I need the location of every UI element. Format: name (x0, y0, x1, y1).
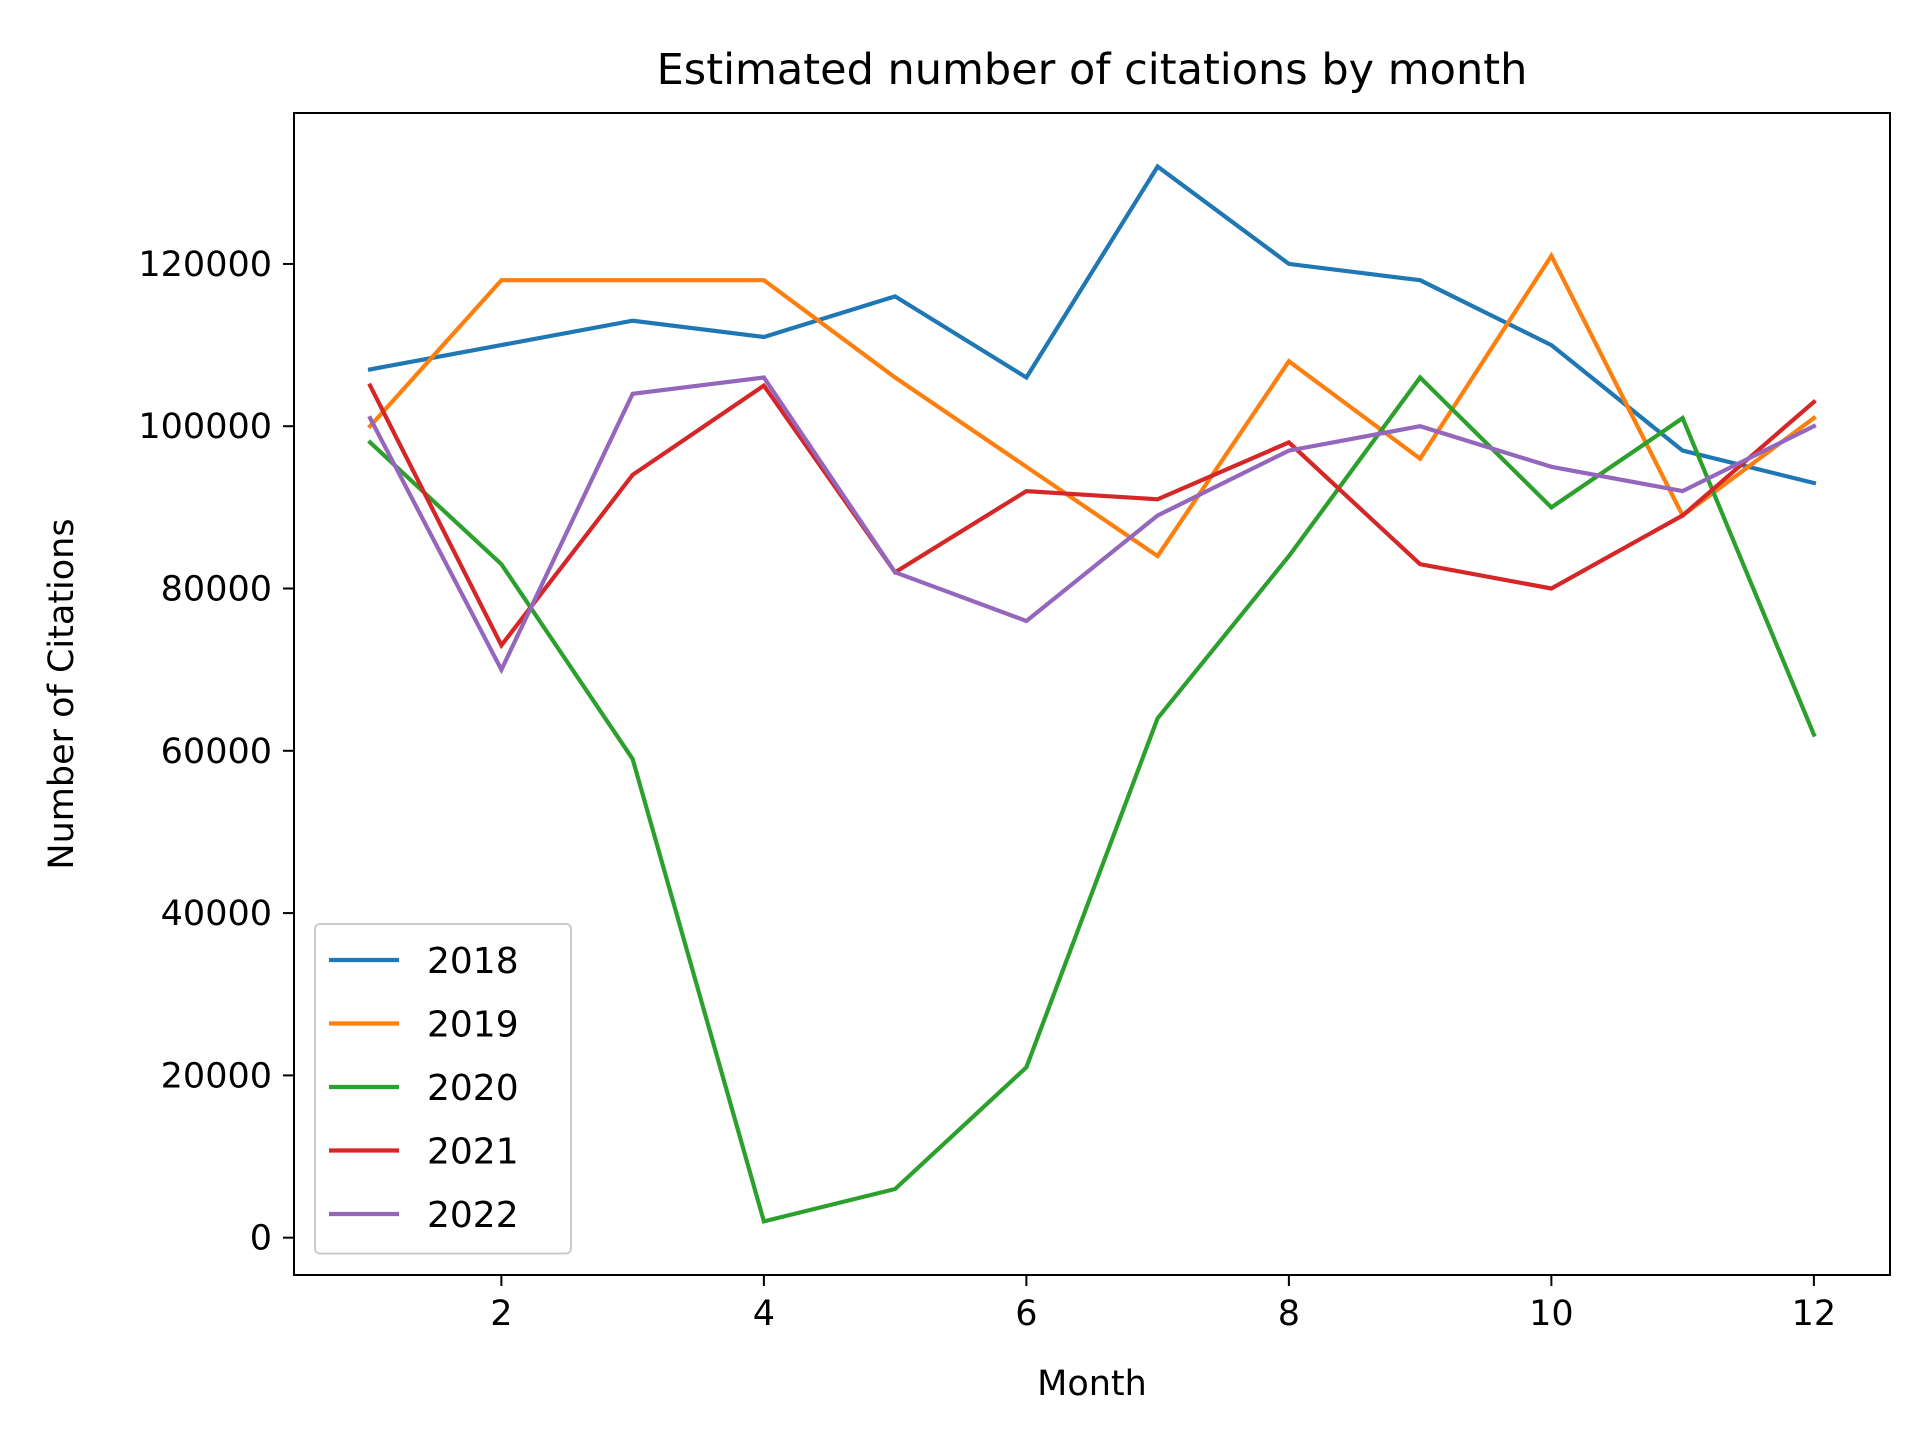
series-line-2020 (367, 374, 1817, 1224)
plot-frame (293, 112, 1891, 1276)
y-tick-label: 60000 (161, 732, 272, 772)
y-tick-label: 120000 (138, 245, 272, 285)
y-axis-ticks: 0 20000 40000 60000 80000 100000 120000 (138, 245, 294, 1259)
series-lines (367, 163, 1817, 1224)
x-tick-label: 4 (753, 1294, 775, 1334)
y-tick-label: 100000 (138, 407, 272, 447)
legend-label-2019: 2019 (427, 1005, 519, 1046)
legend: 2018 2019 2020 2021 2022 (314, 923, 572, 1255)
y-tick-label: 80000 (161, 570, 272, 610)
x-tick-label: 10 (1529, 1294, 1574, 1334)
x-axis-label: Month (1037, 1364, 1147, 1404)
x-tick-label: 6 (1015, 1294, 1037, 1334)
chart-title: Estimated number of citations by month (657, 45, 1528, 95)
x-tick-label: 2 (490, 1294, 512, 1334)
x-axis-ticks: 2 4 6 8 10 12 (490, 1275, 1836, 1334)
x-tick-label: 12 (1792, 1294, 1837, 1334)
x-tick-label: 8 (1278, 1294, 1300, 1334)
series-line-2018 (367, 163, 1817, 486)
legend-label-2020: 2020 (427, 1068, 519, 1109)
series-line-2019 (367, 251, 1817, 560)
legend-label-2022: 2022 (427, 1195, 519, 1236)
legend-box (314, 923, 572, 1255)
legend-label-2021: 2021 (427, 1132, 519, 1173)
y-tick-label: 0 (250, 1219, 272, 1259)
series-line-2022 (367, 375, 1817, 675)
legend-label-2018: 2018 (427, 941, 519, 982)
y-tick-label: 20000 (161, 1056, 272, 1096)
y-axis-label: Number of Citations (42, 518, 82, 869)
series-line-2021 (367, 382, 1817, 650)
y-tick-label: 40000 (161, 894, 272, 934)
